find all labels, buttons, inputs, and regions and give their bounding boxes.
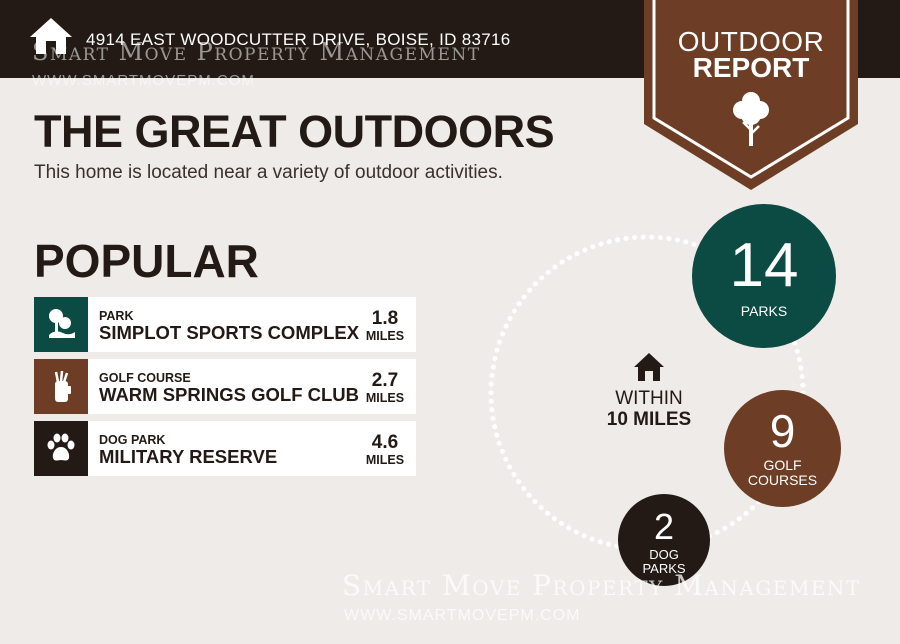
popular-item-dog-park: DOG PARK MILITARY RESERVE 4.6 MILES [34,421,416,476]
parks-count: 14 [729,231,799,300]
parks-count-circle: 14 PARKS [692,204,836,348]
golf-bag-icon [54,370,71,402]
page-title: THE GREAT OUTDOORS [34,106,555,157]
property-address: 4914 EAST WOODCUTTER DRIVE, BOISE, ID 83… [86,30,511,49]
card-icon-box [34,359,88,414]
item-distance-unit: MILES [365,329,405,343]
dog-park-label: DOG PARKS [618,548,710,576]
house-icon [634,353,664,381]
badge-title-line2: REPORT [692,52,810,83]
dog-park-label-line1: DOG [649,547,679,562]
parks-label: PARKS [740,303,788,319]
dog-park-count: 2 [653,506,675,547]
item-name: WARM SPRINGS GOLF CLUB [99,384,360,405]
golf-count: 9 [769,405,796,457]
tree-icon [733,92,769,146]
dog-park-label-line2: PARKS [642,561,686,576]
house-icon [30,18,72,54]
golf-count-circle: 9 GOLF COURSES [724,390,841,507]
item-distance: 4.6 [371,432,399,453]
golf-label: GOLF COURSES [724,458,841,488]
radius-label-line2: 10 MILES [606,409,692,430]
card-icon-box [34,421,88,476]
card-icon-box [34,297,88,352]
watermark-url: WWW.SMARTMOVEPM.COM [32,72,255,89]
dog-park-count-circle: 2 DOG PARKS [618,494,710,586]
watermark-url: WWW.SMARTMOVEPM.COM [344,607,581,624]
watermark-company-name: Smart Move Property Management [342,569,861,602]
item-category: GOLF COURSE [99,371,191,385]
popular-item-golf-course: GOLF COURSE WARM SPRINGS GOLF CLUB 2.7 M… [34,359,416,414]
watermark-company-name: Smart Move Property Management [32,38,481,66]
golf-label-line2: COURSES [747,472,818,488]
item-name: MILITARY RESERVE [99,446,278,467]
park-icon [49,309,75,338]
radius-label-line1: WITHIN [615,388,683,409]
item-distance: 1.8 [371,308,399,329]
item-distance-unit: MILES [365,453,405,467]
golf-label-line1: GOLF [763,457,802,473]
badge-title-line1: OUTDOOR [677,26,825,57]
item-distance: 2.7 [371,370,399,391]
popular-item-park: PARK SIMPLOT SPORTS COMPLEX 1.8 MILES [34,297,416,352]
item-category: PARK [99,309,134,323]
paw-icon [47,433,75,461]
item-distance-unit: MILES [365,391,405,405]
item-category: DOG PARK [99,433,166,447]
page-subtitle: This home is located near a variety of o… [34,162,503,183]
item-name: SIMPLOT SPORTS COMPLEX [99,322,360,343]
popular-heading: POPULAR [34,235,259,287]
